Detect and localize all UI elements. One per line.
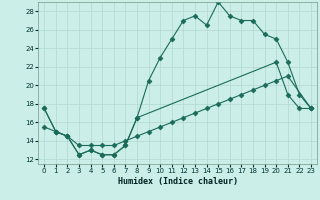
- X-axis label: Humidex (Indice chaleur): Humidex (Indice chaleur): [118, 177, 238, 186]
